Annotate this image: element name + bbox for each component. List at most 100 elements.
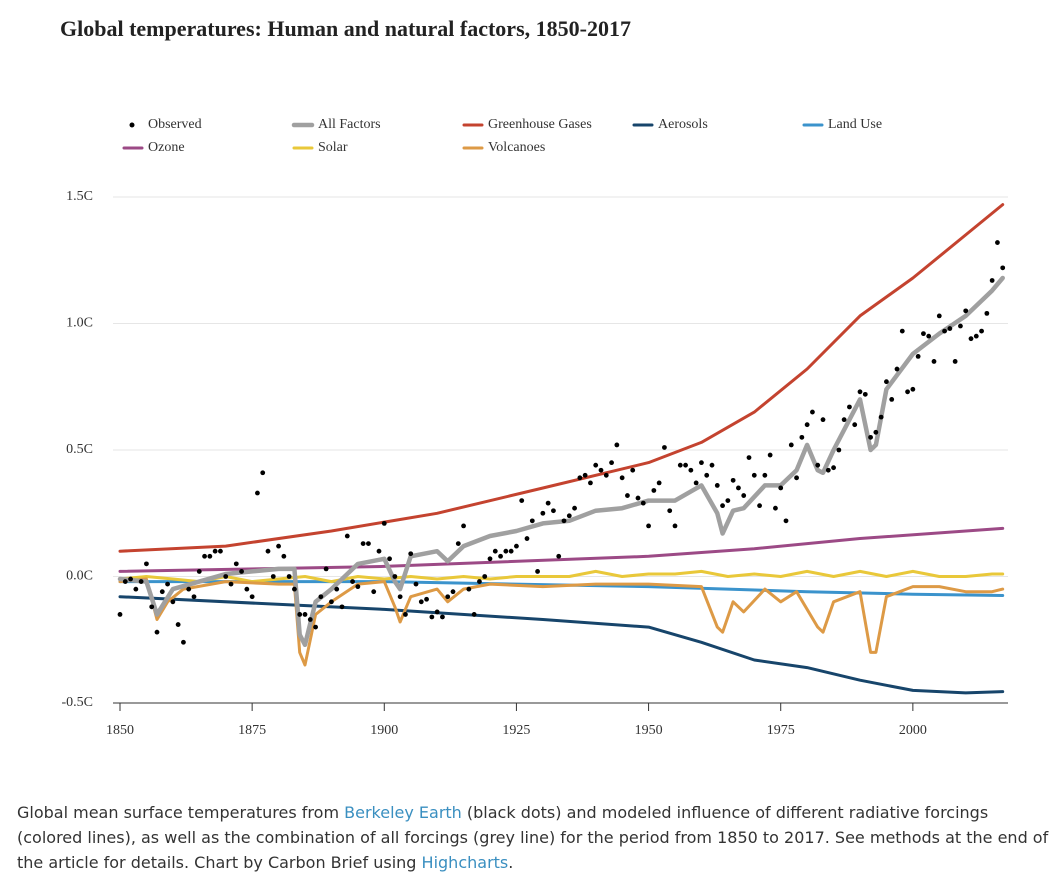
data-point	[656, 480, 662, 486]
data-point	[788, 442, 794, 448]
data-point	[921, 331, 926, 337]
data-point	[926, 333, 932, 339]
x-tick-label: 1975	[767, 723, 795, 738]
data-point	[942, 328, 947, 334]
data-point	[625, 493, 630, 498]
data-point	[551, 508, 556, 514]
data-point	[910, 386, 916, 392]
x-tick-label: 1875	[238, 723, 266, 738]
data-point	[1000, 265, 1006, 271]
data-point	[218, 548, 223, 554]
data-point	[429, 614, 435, 620]
data-point	[371, 589, 377, 595]
data-point	[852, 422, 858, 428]
data-point	[181, 639, 186, 645]
data-point	[355, 584, 361, 590]
data-point	[894, 366, 900, 372]
data-point	[825, 467, 831, 473]
data-point	[603, 472, 609, 478]
data-point	[767, 452, 773, 458]
data-point	[683, 462, 688, 468]
data-point	[175, 622, 181, 627]
legend-label: Ozone	[148, 140, 185, 155]
data-point	[339, 604, 345, 610]
series-line	[117, 275, 1005, 648]
data-point	[302, 612, 308, 617]
chart-title: Global temperatures: Human and natural f…	[60, 16, 631, 41]
data-point	[292, 586, 297, 592]
data-point	[323, 566, 329, 572]
x-tick-label: 1850	[106, 723, 134, 738]
data-point	[265, 548, 271, 554]
data-point	[556, 553, 562, 559]
data-point	[461, 523, 466, 529]
data-point	[857, 389, 863, 395]
data-point	[170, 599, 176, 605]
data-point	[736, 485, 741, 491]
data-point	[746, 455, 752, 460]
series-line	[118, 526, 1005, 573]
data-point	[847, 404, 852, 410]
y-tick-label: 0.5C	[66, 442, 93, 457]
legend-label: Observed	[148, 117, 202, 132]
data-point	[233, 561, 239, 567]
data-point	[762, 472, 768, 478]
data-point	[741, 493, 747, 498]
data-point	[699, 460, 704, 466]
data-point	[709, 462, 715, 468]
data-point	[836, 447, 842, 453]
data-point	[154, 629, 160, 635]
data-point	[646, 523, 651, 529]
data-point	[630, 467, 636, 473]
data-point	[640, 500, 646, 506]
data-point	[276, 543, 281, 549]
data-point	[514, 543, 519, 549]
data-point	[688, 467, 694, 473]
data-point	[418, 599, 424, 605]
x-tick-label: 2000	[899, 723, 927, 738]
data-point	[471, 612, 477, 617]
data-point	[609, 460, 614, 466]
data-point	[979, 328, 984, 334]
legend-label: All Factors	[318, 117, 381, 132]
data-point	[995, 240, 1000, 245]
series-line	[118, 203, 1005, 553]
data-point	[751, 472, 757, 478]
data-point	[228, 581, 234, 587]
data-point	[360, 541, 366, 547]
data-point	[117, 612, 123, 617]
data-point	[477, 579, 482, 584]
y-tick-label: 0.0C	[66, 569, 93, 584]
data-point	[862, 391, 868, 397]
data-point	[529, 518, 535, 524]
data-point	[662, 445, 667, 450]
y-tick-label: 1.0C	[66, 316, 93, 331]
data-point	[503, 548, 509, 554]
data-point	[223, 574, 229, 579]
data-point	[545, 500, 551, 506]
caption-link[interactable]: Highcharts	[421, 853, 509, 872]
data-point	[572, 505, 577, 511]
data-point	[244, 586, 250, 592]
data-point	[667, 508, 673, 514]
data-point	[868, 434, 873, 440]
caption-text: (black dots) and modeled influence of di…	[17, 803, 1049, 872]
data-point	[186, 586, 192, 592]
legend-label: Land Use	[828, 117, 882, 132]
data-point	[524, 536, 530, 541]
data-point	[149, 604, 155, 610]
data-point	[239, 569, 244, 574]
data-point	[392, 574, 398, 579]
data-point	[133, 586, 139, 592]
data-point	[757, 503, 762, 509]
series-line	[118, 595, 1005, 695]
data-point	[297, 612, 303, 617]
data-point	[804, 422, 810, 428]
caption-link[interactable]: Berkeley Earth	[344, 803, 462, 822]
data-point	[714, 483, 720, 488]
x-tick-label: 1950	[635, 723, 663, 738]
data-point	[535, 569, 540, 574]
data-point	[598, 467, 604, 473]
caption-text: Global mean surface temperatures from	[17, 803, 345, 822]
legend-marker	[129, 122, 135, 128]
